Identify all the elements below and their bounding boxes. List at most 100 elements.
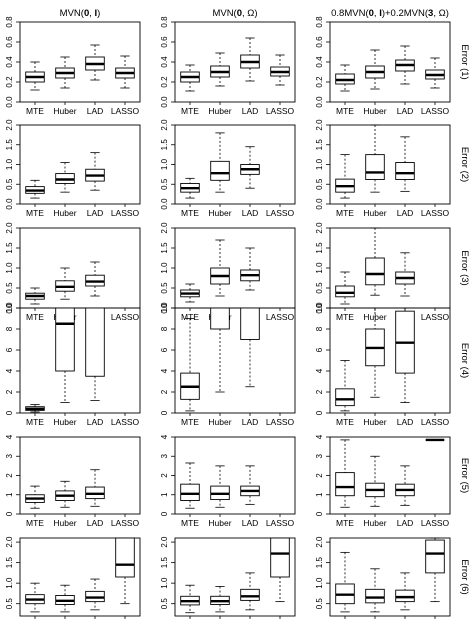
box-lad <box>240 146 260 189</box>
box-huber <box>210 465 230 508</box>
y-tick-label: 0.0 <box>5 198 14 210</box>
y-tick-label: 1.5 <box>315 242 324 254</box>
box-huber <box>55 480 75 508</box>
y-tick-label: 0.5 <box>315 178 324 190</box>
y-tick-label: 8 <box>160 326 169 331</box>
panel-frame <box>174 307 296 414</box>
x-tick-label: Huber <box>363 106 386 116</box>
y-tick-label: 1.0 <box>160 577 169 589</box>
box-huber <box>210 586 230 613</box>
y-tick-label: 1.5 <box>160 557 169 569</box>
box-lad <box>395 307 415 403</box>
box-lad <box>240 247 260 291</box>
x-tick-label: LASSO <box>111 417 140 427</box>
panel: 0 2 4 6 8 10 MTE Huber LAD LASSO <box>315 303 451 427</box>
box-mte <box>335 64 355 92</box>
y-tick-label: 0.0 <box>315 96 324 108</box>
panel: 0.0 0.2 0.4 0.6 0.8 MTE Huber LAD LASSO <box>160 16 296 116</box>
column-title: MVN(0, Ω) <box>212 8 257 19</box>
x-tick-label: Huber <box>208 518 231 528</box>
box-mte <box>180 584 200 614</box>
x-tick-label: LAD <box>397 518 414 528</box>
y-tick-label: 2.0 <box>315 536 324 548</box>
box-lad <box>240 307 260 388</box>
y-tick-label: 0.6 <box>5 36 14 48</box>
box-lasso <box>115 55 135 89</box>
y-tick-label: 0.5 <box>160 282 169 294</box>
y-tick-label: 0.0 <box>5 96 14 108</box>
x-tick-label: LASSO <box>421 312 450 322</box>
box-huber <box>365 227 385 296</box>
x-tick-label: MTE <box>336 312 354 322</box>
box-huber <box>210 239 230 297</box>
x-tick-label: MTE <box>181 208 199 218</box>
x-tick-label: LAD <box>87 417 104 427</box>
box-lad <box>395 45 415 85</box>
y-tick-label: 6 <box>315 347 324 352</box>
y-tick-label: 0.2 <box>160 76 169 88</box>
box-lasso <box>270 54 290 86</box>
y-tick-label: 0 <box>315 511 324 516</box>
panel-frame <box>174 537 296 617</box>
panel: 0.0 0.2 0.4 0.6 0.8 MTE Huber LAD LASSO <box>315 16 451 116</box>
x-tick-label: LASSO <box>421 417 450 427</box>
row-label: Error (5) <box>459 458 470 493</box>
y-tick-label: 2.0 <box>160 222 169 234</box>
x-tick-label: MTE <box>26 417 44 427</box>
box-mte <box>180 177 200 199</box>
box-mte <box>25 61 45 91</box>
iqr-box <box>55 307 75 372</box>
y-tick-label: 1.5 <box>5 242 14 254</box>
y-tick-label: 0 <box>160 410 169 415</box>
iqr-box <box>85 307 105 377</box>
box-lasso <box>270 537 290 603</box>
panel: 0 2 4 6 8 10 MTE Huber LAD LASSO <box>5 303 141 427</box>
y-tick-label: 1.0 <box>315 158 324 170</box>
x-tick-label: LAD <box>397 208 414 218</box>
x-tick-label: Huber <box>53 208 76 218</box>
x-tick-label: MTE <box>181 417 199 427</box>
y-tick-label: 0.0 <box>315 198 324 210</box>
x-tick-label: MTE <box>336 208 354 218</box>
y-tick-label: 0 <box>5 511 14 516</box>
x-tick-label: LAD <box>87 518 104 528</box>
box-lad <box>395 465 415 506</box>
panel-frame <box>329 307 451 414</box>
box-mte <box>180 318 200 412</box>
y-tick-label: 3 <box>5 453 14 458</box>
x-tick-label: LAD <box>397 106 414 116</box>
x-tick-label: LASSO <box>111 106 140 116</box>
y-tick-label: 8 <box>5 326 14 331</box>
y-tick-label: 3 <box>315 453 324 458</box>
box-lasso <box>425 537 445 603</box>
box-mte <box>180 283 200 303</box>
y-tick-label: 10 <box>160 303 169 312</box>
row-label: Error (2) <box>459 147 470 182</box>
y-tick-label: 0.5 <box>5 598 14 610</box>
box-lad <box>85 469 105 507</box>
y-tick-label: 1.0 <box>5 577 14 589</box>
box-huber <box>365 568 385 613</box>
box-mte <box>180 462 200 509</box>
box-mte <box>335 551 355 613</box>
iqr-box <box>365 257 385 286</box>
y-tick-label: 6 <box>160 347 169 352</box>
y-tick-label: 8 <box>315 326 324 331</box>
column-title: MVN(0, I) <box>60 8 101 19</box>
box-lasso <box>115 537 135 605</box>
y-tick-label: 1.5 <box>315 557 324 569</box>
y-tick-label: 0.4 <box>5 56 14 68</box>
x-tick-label: Huber <box>363 518 386 528</box>
iqr-box <box>180 483 200 501</box>
box-huber <box>365 307 385 398</box>
box-huber <box>55 267 75 300</box>
iqr-box <box>115 537 135 578</box>
panel: 0 1 2 3 4 MTE Huber LAD LASSO <box>315 434 451 528</box>
y-tick-label: 1.0 <box>5 262 14 274</box>
